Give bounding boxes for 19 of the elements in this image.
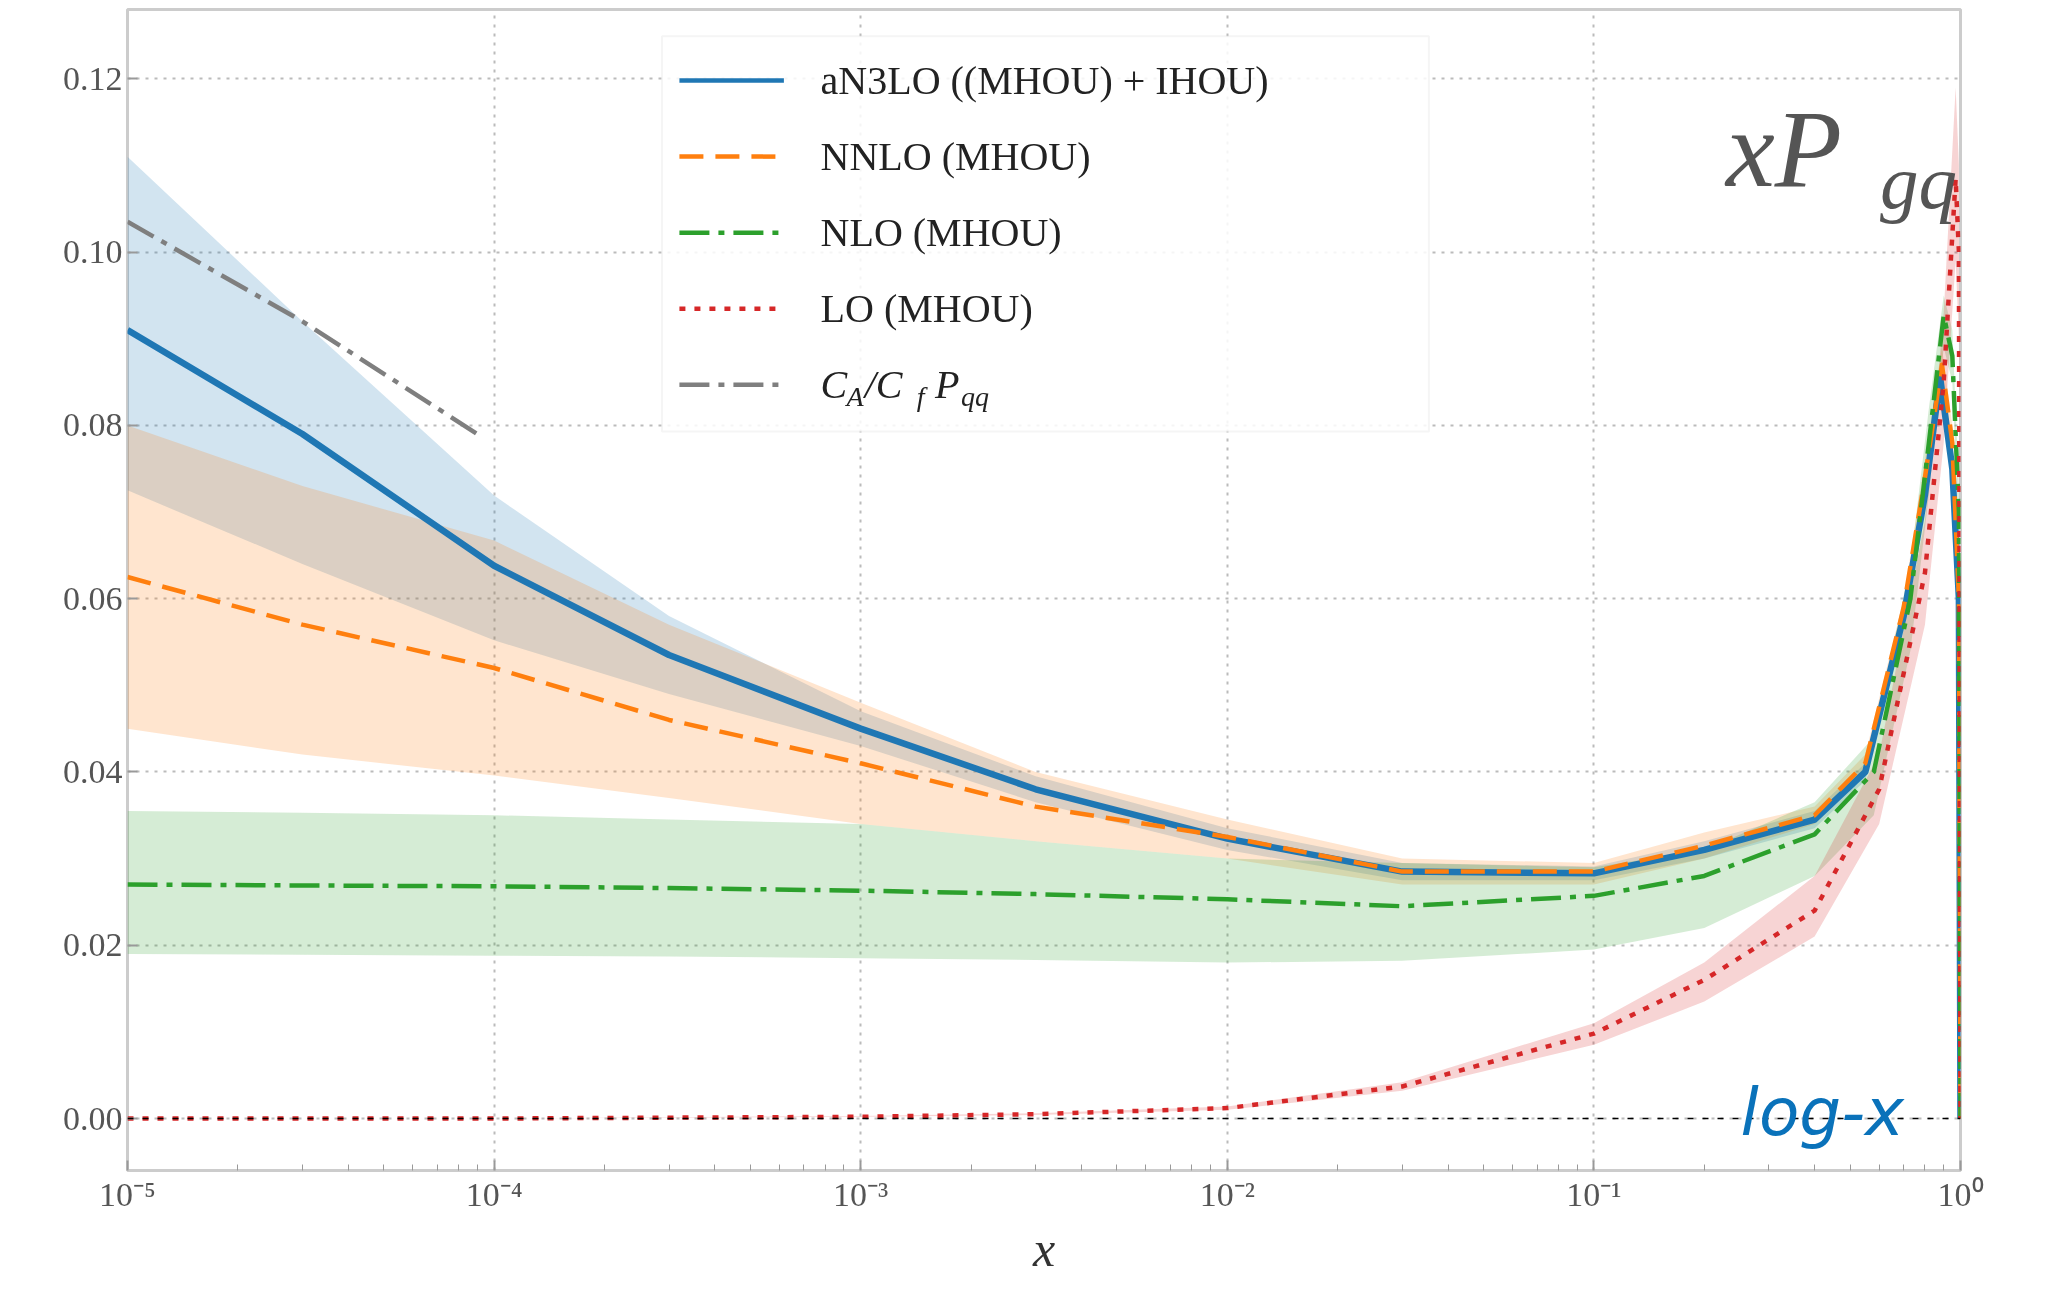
x-tick-label: 10⁻¹: [1566, 1175, 1622, 1213]
legend-label: aN3LO ((MHOU) + IHOU): [820, 58, 1269, 104]
legend-label: NNLO (MHOU): [820, 134, 1091, 180]
y-tick-label: 0.04: [63, 752, 123, 790]
y-tick-label: 0.08: [63, 406, 123, 444]
x-axis-title: x: [1031, 1220, 1056, 1277]
annotation: log-x: [1740, 1073, 1905, 1151]
x-tick-label: 10⁻²: [1199, 1175, 1255, 1213]
y-tick-label: 0.02: [63, 926, 123, 964]
x-tick-label: 10⁻⁴: [465, 1175, 523, 1213]
y-tick-label: 0.10: [63, 233, 123, 271]
x-tick-label: 10⁰: [1937, 1175, 1984, 1213]
y-tick-label: 0.06: [63, 579, 123, 617]
x-tick-label: 10⁻⁵: [99, 1175, 156, 1213]
y-tick-label: 0.00: [63, 1099, 123, 1137]
legend-label: LO (MHOU): [820, 286, 1033, 332]
x-tick-label: 10⁻³: [833, 1175, 889, 1213]
legend-label: NLO (MHOU): [820, 210, 1062, 256]
y-tick-label: 0.12: [63, 59, 123, 97]
